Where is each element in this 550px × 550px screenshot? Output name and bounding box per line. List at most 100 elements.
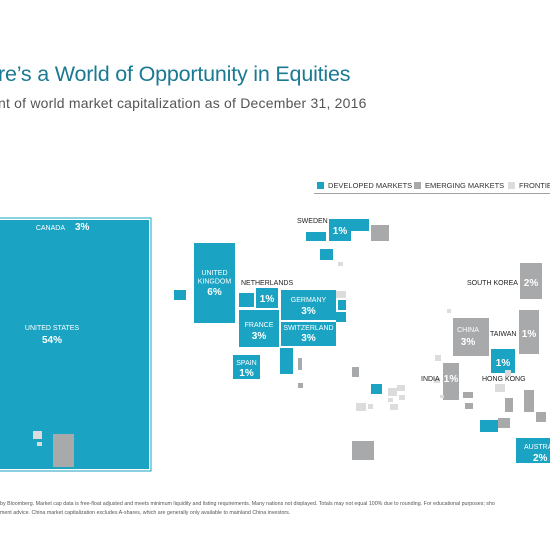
country-tile-unlabeled-18 xyxy=(399,395,405,400)
country-value-south-korea: 2% xyxy=(524,278,539,289)
country-tile-unlabeled-31 xyxy=(505,398,513,412)
country-tile-unlabeled-3 xyxy=(371,225,389,241)
country-value-sweden: 1% xyxy=(333,226,348,237)
country-value-canada: 3% xyxy=(75,222,90,233)
country-tile-austra xyxy=(516,438,550,463)
footnote-line-2: ment advice. China market capitalization… xyxy=(0,509,291,516)
chart-subtitle: nt of world market capitalization as of … xyxy=(0,95,367,111)
country-tile-unlabeled-38 xyxy=(505,370,511,376)
country-tile-unlabeled-32 xyxy=(524,390,534,412)
country-tiles xyxy=(0,217,550,472)
country-tile-unlabeled-30 xyxy=(465,403,473,409)
country-tile-unlabeled-20 xyxy=(390,404,398,410)
country-tile-unlabeled-28 xyxy=(498,418,510,428)
country-tile-netherlands xyxy=(256,288,278,308)
country-tile-unlabeled-21 xyxy=(356,403,366,411)
country-name-taiwan: TAIWAN xyxy=(490,331,516,338)
footnote: by Bloomberg. Market cap data is free-fl… xyxy=(0,500,550,517)
country-value-germany: 3% xyxy=(301,306,316,317)
country-tile-unlabeled-25 xyxy=(53,434,74,467)
country-tile-unlabeled-1 xyxy=(306,232,326,241)
country-name-united-kingdom: KINGDOM xyxy=(198,279,232,286)
country-tile-unlabeled-12 xyxy=(298,358,302,370)
country-value-india: 1% xyxy=(444,374,459,385)
country-value-china: 3% xyxy=(461,337,476,348)
country-name-germany: GERMANY xyxy=(291,297,327,304)
country-name-south-korea: SOUTH KOREA xyxy=(467,280,518,287)
country-tile-unlabeled-39 xyxy=(447,309,451,313)
country-tile-india xyxy=(443,363,459,400)
country-tile-unlabeled-22 xyxy=(368,404,373,409)
country-tile-unlabeled-29 xyxy=(463,392,473,398)
country-value-united-states: 54% xyxy=(42,335,62,346)
legend-label-frontier: FRONTIER xyxy=(519,181,550,190)
country-tile-unlabeled-5 xyxy=(174,290,186,300)
country-tile-south-korea xyxy=(520,263,542,299)
country-tile-unlabeled-37 xyxy=(495,384,505,392)
country-tile-unlabeled-17 xyxy=(397,385,405,391)
country-tile-unlabeled-14 xyxy=(352,367,359,377)
country-value-austra: 2% xyxy=(533,453,548,464)
legend-swatch-developed xyxy=(317,182,324,189)
country-tile-unlabeled-35 xyxy=(434,378,440,383)
country-name-united-kingdom: UNITED xyxy=(201,270,227,277)
country-value-spain: 1% xyxy=(239,368,254,379)
country-value-switzerland: 3% xyxy=(301,333,316,344)
country-tile-spain xyxy=(233,355,260,379)
country-tile-unlabeled-34 xyxy=(435,355,441,361)
country-tile-switzerland xyxy=(281,322,336,346)
legend-label-developed: DEVELOPED MARKETS xyxy=(328,181,413,190)
country-name-switzerland: SWITZERLAND xyxy=(283,325,333,332)
country-tile-china xyxy=(453,318,489,356)
country-tile-unlabeled-11 xyxy=(280,348,293,374)
country-tile-unlabeled-7 xyxy=(336,291,346,298)
country-tile-canada-frame xyxy=(0,217,152,472)
legend-swatch-frontier xyxy=(508,182,515,189)
country-tile-unlabeled-10 xyxy=(338,262,343,266)
country-name-austra: AUSTRA xyxy=(524,444,550,451)
country-tile-unlabeled-36 xyxy=(440,395,444,398)
country-tile-unlabeled-15 xyxy=(371,384,382,394)
country-name-france: FRANCE xyxy=(245,322,274,329)
country-value-netherlands: 1% xyxy=(260,294,275,305)
country-tile-unlabeled-9 xyxy=(336,312,346,322)
country-value-france: 3% xyxy=(252,331,267,342)
unlabeled-country-tiles xyxy=(33,219,546,467)
country-tile-unlabeled-27 xyxy=(480,420,498,432)
country-name-china: CHINA xyxy=(457,327,479,334)
footnote-line-1: by Bloomberg. Market cap data is free-fl… xyxy=(0,501,495,507)
country-name-spain: SPAIN xyxy=(236,360,257,367)
country-value-taiwan: 1% xyxy=(522,329,537,340)
country-tile-taiwan xyxy=(519,310,539,354)
country-tile-unlabeled-6 xyxy=(239,293,254,307)
country-name-united-states: UNITED STATES xyxy=(25,325,80,332)
chart-title: re’s a World of Opportunity in Equities xyxy=(0,62,351,86)
legend-swatch-emerging xyxy=(414,182,421,189)
country-tile-unlabeled-16 xyxy=(388,388,397,396)
country-tile-france xyxy=(239,310,279,347)
country-name-canada: CANADA xyxy=(36,225,66,232)
country-tile-unlabeled-2 xyxy=(351,219,369,231)
country-tile-unlabeled-19 xyxy=(388,398,393,402)
country-tile-unlabeled-26 xyxy=(352,441,374,460)
country-tile-united-kingdom xyxy=(194,243,235,323)
legend-item-emerging: EMERGING MARKETS xyxy=(414,181,504,190)
country-tile-germany xyxy=(281,290,336,320)
country-tile-unlabeled-33 xyxy=(536,412,546,422)
country-name-hong-kong: HONG KONG xyxy=(482,376,526,383)
country-tile-unlabeled-24 xyxy=(37,442,42,446)
country-tile-canada xyxy=(0,220,149,240)
country-value-united-kingdom: 6% xyxy=(207,287,222,298)
legend-item-developed: DEVELOPED MARKETS xyxy=(317,181,412,190)
country-tile-unlabeled-23 xyxy=(33,431,42,439)
country-value-hong-kong: 1% xyxy=(496,358,511,369)
country-name-sweden: SWEDEN xyxy=(297,218,328,225)
legend-item-frontier: FRONTIER xyxy=(508,181,550,190)
country-tile-sweden xyxy=(329,219,351,241)
country-tile-unlabeled-13 xyxy=(298,383,303,388)
country-tile-unlabeled-8 xyxy=(338,300,346,310)
country-name-india: INDIA xyxy=(421,376,440,383)
country-tile-hong-kong xyxy=(491,349,515,373)
